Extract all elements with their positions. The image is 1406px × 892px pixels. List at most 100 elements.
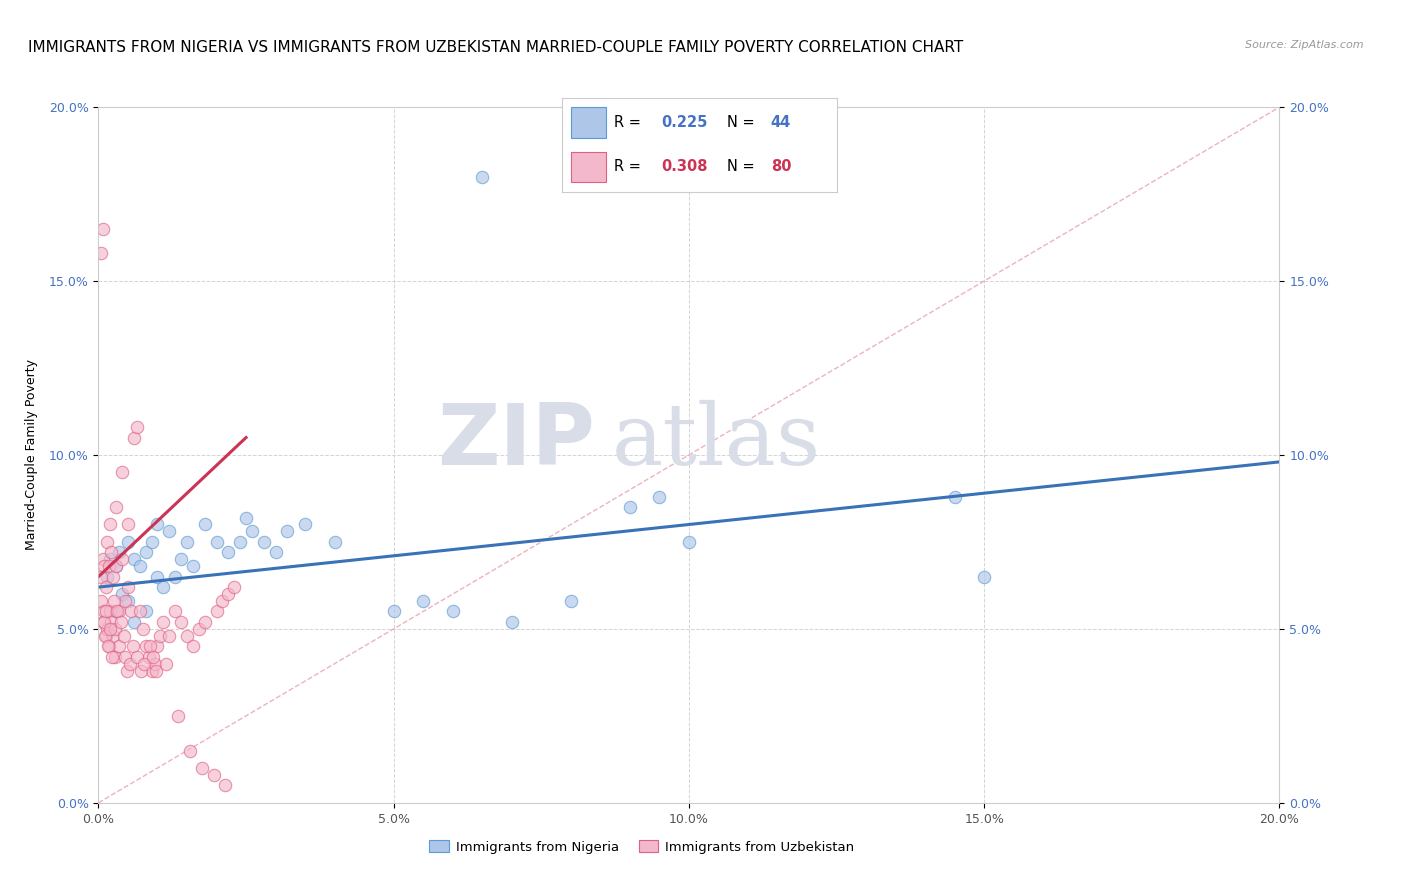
Point: [93, 615, 115, 629]
Point: [91, 552, 114, 566]
Point: [96, 534, 118, 549]
Point: [104, 622, 127, 636]
Point: [105, 605, 128, 619]
Point: [187, 622, 209, 636]
Point: [128, 605, 150, 619]
Point: [157, 524, 180, 539]
Text: N =: N =: [727, 115, 759, 130]
Point: [105, 559, 128, 574]
Point: [170, 615, 193, 629]
Text: 44: 44: [770, 115, 792, 130]
Point: [101, 649, 124, 664]
Point: [382, 605, 405, 619]
Point: [973, 570, 995, 584]
Point: [648, 490, 671, 504]
Point: [176, 629, 198, 643]
Point: [560, 594, 582, 608]
Point: [129, 664, 152, 678]
Point: [105, 500, 128, 514]
Point: [134, 657, 156, 671]
Point: [98, 559, 121, 574]
Text: 0.225: 0.225: [661, 115, 707, 130]
Point: [115, 664, 138, 678]
Text: IMMIGRANTS FROM NIGERIA VS IMMIGRANTS FROM UZBEKISTAN MARRIED-COUPLE FAMILY POVE: IMMIGRANTS FROM NIGERIA VS IMMIGRANTS FR…: [28, 40, 963, 55]
Point: [103, 629, 125, 643]
Point: [118, 657, 141, 671]
Point: [155, 657, 177, 671]
Point: [135, 605, 157, 619]
Text: 0.308: 0.308: [661, 159, 707, 174]
Text: N =: N =: [727, 159, 759, 174]
Point: [146, 570, 169, 584]
Point: [176, 534, 198, 549]
Text: Source: ZipAtlas.com: Source: ZipAtlas.com: [1246, 40, 1364, 50]
Text: R =: R =: [614, 159, 645, 174]
Point: [138, 649, 160, 664]
Point: [90, 570, 112, 584]
Point: [135, 545, 157, 559]
Point: [108, 545, 131, 559]
Point: [96, 570, 118, 584]
Point: [98, 517, 121, 532]
Point: [179, 744, 201, 758]
Point: [121, 639, 143, 653]
Point: [194, 517, 217, 532]
Point: [165, 605, 187, 619]
Point: [276, 524, 298, 539]
Point: [128, 559, 150, 574]
Point: [94, 605, 117, 619]
Point: [141, 664, 163, 678]
Point: [143, 657, 166, 671]
Point: [167, 708, 190, 723]
FancyBboxPatch shape: [571, 152, 606, 183]
Point: [132, 622, 155, 636]
Point: [94, 580, 117, 594]
Point: [157, 629, 180, 643]
Point: [100, 545, 122, 559]
Point: [229, 534, 252, 549]
Point: [146, 517, 169, 532]
Point: [97, 639, 120, 653]
Point: [122, 430, 145, 444]
Text: ZIP: ZIP: [437, 400, 595, 483]
Point: [170, 552, 193, 566]
Point: [117, 594, 139, 608]
Point: [114, 649, 136, 664]
Point: [112, 629, 135, 643]
Point: [214, 778, 236, 793]
Point: [235, 510, 257, 524]
Point: [135, 639, 157, 653]
Point: [240, 524, 263, 539]
Point: [943, 490, 966, 504]
Point: [152, 615, 174, 629]
Point: [100, 615, 122, 629]
Point: [91, 615, 114, 629]
Point: [94, 629, 117, 643]
Point: [125, 649, 148, 664]
Point: [111, 466, 134, 480]
Point: [108, 639, 131, 653]
Point: [96, 622, 118, 636]
Point: [125, 420, 148, 434]
Point: [205, 605, 228, 619]
Point: [98, 639, 121, 653]
Point: [471, 169, 494, 184]
Point: [117, 517, 139, 532]
Point: [181, 559, 204, 574]
Point: [211, 594, 233, 608]
Y-axis label: Married-Couple Family Poverty: Married-Couple Family Poverty: [25, 359, 38, 550]
Point: [217, 587, 239, 601]
Point: [98, 622, 121, 636]
Point: [139, 639, 162, 653]
Point: [202, 768, 225, 782]
Point: [90, 594, 112, 608]
Point: [122, 552, 145, 566]
Point: [90, 246, 112, 260]
Point: [94, 629, 117, 643]
Point: [152, 580, 174, 594]
Text: 80: 80: [770, 159, 792, 174]
Point: [98, 552, 121, 566]
Point: [105, 605, 128, 619]
Point: [117, 534, 139, 549]
Point: [678, 534, 700, 549]
